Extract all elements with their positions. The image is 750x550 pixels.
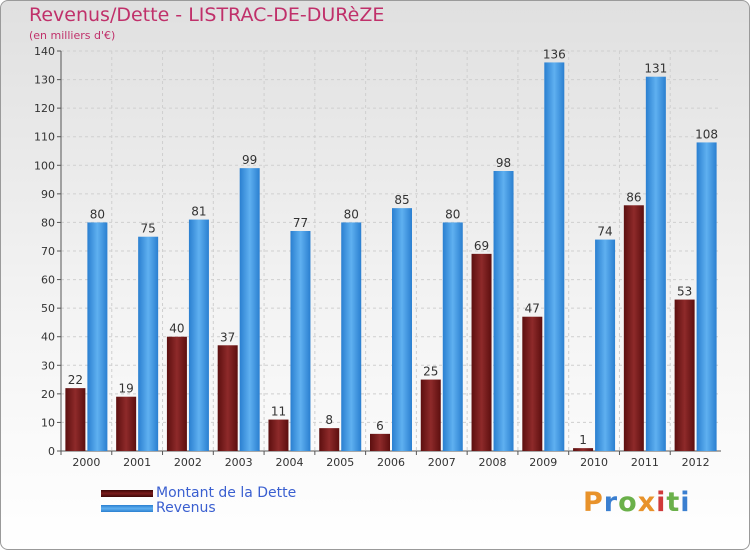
x-tick-label: 2004 <box>275 456 303 469</box>
y-tick-label: 140 <box>34 45 55 58</box>
bar-debt-2004 <box>268 419 289 451</box>
bar-revenus-2007 <box>442 222 463 451</box>
chart-title: Revenus/Dette - LISTRAC-DE-DURèZE <box>29 4 385 26</box>
data-label-debt-2005: 8 <box>325 413 333 427</box>
data-label-debt-2006: 6 <box>376 419 384 433</box>
legend-swatch-debt <box>101 490 153 497</box>
bar-revenus-2012 <box>696 142 717 451</box>
bar-revenus-2009 <box>544 62 565 452</box>
data-label-revenus-2011: 131 <box>644 62 667 76</box>
data-label-debt-2010: 1 <box>579 433 587 447</box>
bar-revenus-2004 <box>290 231 311 451</box>
y-tick-label: 90 <box>41 188 55 201</box>
data-label-debt-2012: 53 <box>677 285 692 299</box>
x-tick-label: 2005 <box>326 456 354 469</box>
bar-revenus-2000 <box>87 222 108 451</box>
bar-revenus-2008 <box>493 171 514 451</box>
x-tick-label: 2003 <box>225 456 253 469</box>
data-label-debt-2011: 86 <box>626 190 641 204</box>
data-label-debt-2000: 22 <box>68 373 83 387</box>
legend-label-debt: Montant de la Dette <box>156 485 297 501</box>
y-tick-label: 20 <box>41 388 55 401</box>
y-tick-label: 110 <box>34 131 55 144</box>
legend-label-revenus: Revenus <box>156 500 216 516</box>
y-tick-label: 130 <box>34 74 55 87</box>
x-tick-label: 2012 <box>682 456 710 469</box>
y-tick-label: 60 <box>41 274 55 287</box>
bar-debt-2005 <box>319 428 340 451</box>
bar-debt-2000 <box>65 388 86 451</box>
bars <box>65 62 717 452</box>
legend-swatch-revenus <box>101 505 153 512</box>
y-tick-label: 70 <box>41 245 55 258</box>
data-label-revenus-2010: 74 <box>597 225 612 239</box>
data-label-revenus-2002: 81 <box>191 205 206 219</box>
x-tick-label: 2002 <box>174 456 202 469</box>
data-label-debt-2004: 11 <box>271 405 286 419</box>
grid-lines <box>61 50 721 452</box>
bar-debt-2001 <box>116 396 137 451</box>
data-label-debt-2008: 69 <box>474 239 489 253</box>
data-label-debt-2009: 47 <box>525 302 540 316</box>
data-label-revenus-2006: 85 <box>394 193 409 207</box>
data-label-revenus-2004: 77 <box>293 216 308 230</box>
y-tick-label: 0 <box>48 445 55 458</box>
y-tick-label: 120 <box>34 102 55 115</box>
data-label-revenus-2003: 99 <box>242 153 257 167</box>
bar-revenus-2005 <box>341 222 362 451</box>
bar-revenus-2003 <box>239 168 260 451</box>
proxiti-logo: Proxiti <box>583 487 691 518</box>
data-label-revenus-2009: 136 <box>543 47 566 61</box>
bar-debt-2009 <box>522 316 543 451</box>
x-tick-label: 2007 <box>428 456 456 469</box>
data-label-revenus-2007: 80 <box>445 207 460 221</box>
y-tick-label: 80 <box>41 216 55 229</box>
bar-revenus-2010 <box>595 239 616 451</box>
data-label-revenus-2000: 80 <box>90 207 105 221</box>
data-label-revenus-2012: 108 <box>695 127 718 141</box>
data-label-revenus-2005: 80 <box>344 207 359 221</box>
bar-debt-2008 <box>471 253 492 451</box>
bar-debt-2002 <box>166 336 187 451</box>
bar-revenus-2002 <box>188 219 209 451</box>
y-tick-label: 30 <box>41 359 55 372</box>
y-tick-label: 100 <box>34 159 55 172</box>
bar-debt-2007 <box>420 379 441 451</box>
bar-revenus-2011 <box>645 76 666 451</box>
x-tick-label: 2001 <box>123 456 151 469</box>
bar-debt-2006 <box>370 433 390 451</box>
data-label-debt-2003: 37 <box>220 330 235 344</box>
chart-subtitle: (en milliers d'€) <box>29 29 116 42</box>
bar-revenus-2001 <box>138 236 159 451</box>
bar-revenus-2006 <box>392 208 412 451</box>
y-tick-label: 50 <box>41 302 55 315</box>
data-label-revenus-2008: 98 <box>496 156 511 170</box>
y-tick-label: 40 <box>41 331 55 344</box>
data-label-debt-2007: 25 <box>423 365 438 379</box>
x-tick-label: 2011 <box>631 456 659 469</box>
data-label-revenus-2001: 75 <box>141 222 156 236</box>
data-label-debt-2002: 40 <box>169 322 184 336</box>
bar-debt-2003 <box>217 345 238 451</box>
x-tick-label: 2008 <box>479 456 507 469</box>
x-tick-label: 2000 <box>72 456 100 469</box>
bar-debt-2012 <box>674 299 695 451</box>
x-tick-label: 2006 <box>377 456 405 469</box>
x-tick-label: 2010 <box>580 456 608 469</box>
bar-debt-2011 <box>623 205 644 451</box>
data-label-debt-2001: 19 <box>119 382 134 396</box>
x-tick-label: 2009 <box>529 456 557 469</box>
bar-debt-2010 <box>573 448 594 451</box>
y-tick-label: 10 <box>41 416 55 429</box>
